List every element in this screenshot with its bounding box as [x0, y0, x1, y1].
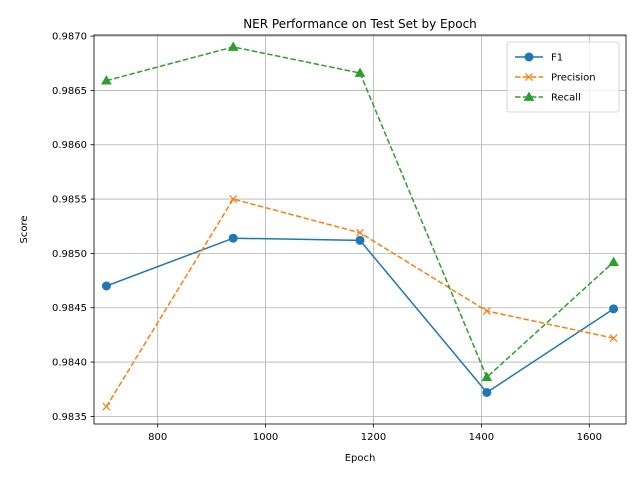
x-tick-label: 1600 [577, 432, 602, 443]
y-tick-label: 0.9855 [52, 195, 87, 206]
x-tick-label: 800 [148, 432, 167, 443]
y-tick-label: 0.9870 [52, 32, 87, 43]
x-tick-label: 1000 [253, 432, 278, 443]
data-point-f1 [355, 235, 365, 245]
legend-marker [523, 91, 535, 101]
series-layer [101, 41, 619, 411]
data-point-precision [355, 228, 365, 237]
legend-item-recall: Recall [515, 91, 581, 104]
y-tick-label: 0.9845 [52, 303, 87, 314]
series-precision [102, 195, 618, 411]
legend-label: Precision [551, 73, 596, 84]
y-axis-label: Score [19, 215, 30, 243]
x-tick-label: 1400 [469, 432, 494, 443]
data-point-precision [482, 306, 491, 316]
y-tick-label: 0.9865 [52, 86, 87, 97]
series-recall [101, 41, 619, 382]
legend-marker [524, 72, 534, 82]
data-point-f1 [101, 281, 111, 291]
data-point-recall [101, 75, 112, 85]
chart-title: NER Performance on Test Set by Epoch [243, 17, 477, 31]
y-tick-label: 0.9850 [52, 249, 87, 260]
data-point-f1 [609, 304, 619, 314]
data-point-precision [609, 334, 618, 343]
data-point-f1 [228, 233, 238, 243]
series-line-recall [106, 46, 615, 379]
y-tick-label: 0.9860 [52, 140, 87, 151]
x-tick-label: 1200 [361, 432, 386, 443]
y-tick-label: 0.9835 [52, 412, 87, 423]
data-point-f1 [482, 387, 492, 397]
legend-label: Recall [551, 93, 581, 104]
data-point-recall [227, 41, 239, 51]
ticks: 800 1000 1200 1400 1600 0.9835 0.9840 0.9845 0.9… [52, 32, 602, 443]
legend-label: F1 [551, 53, 563, 64]
legend-box [506, 41, 620, 113]
data-point-precision [102, 402, 111, 411]
data-point-recall [608, 256, 619, 266]
x-axis-label: Epoch [345, 453, 376, 464]
plot-frame [93, 34, 627, 425]
data-point-recall [354, 67, 366, 77]
y-tick-label: 0.9840 [52, 358, 87, 369]
series-f1 [101, 233, 619, 397]
legend: F1 Precision Recall [506, 41, 620, 113]
data-point-recall [481, 371, 493, 382]
data-point-precision [229, 195, 238, 204]
grid [94, 35, 626, 424]
legend-item-precision: Precision [515, 73, 596, 84]
legend-marker [524, 52, 534, 62]
legend-item-f1: F1 [515, 52, 563, 64]
